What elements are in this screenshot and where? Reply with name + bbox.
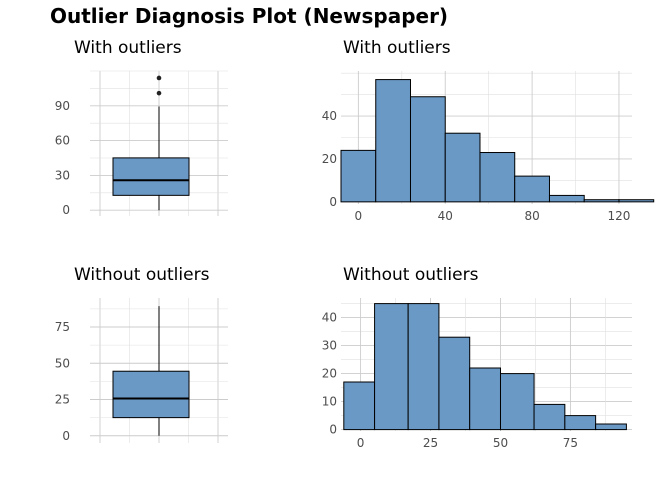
figure-title: Outlier Diagnosis Plot (Newspaper) bbox=[50, 4, 448, 28]
x-tick-label: 50 bbox=[493, 436, 508, 450]
outlier-point bbox=[156, 90, 162, 96]
panel-hist-without-outliers: Without outliers 0 10 20 30 40 0 25 50 75 bbox=[322, 265, 632, 450]
x-tick-label: 80 bbox=[524, 209, 539, 223]
panel-box-without-outliers: Without outliers 0 25 50 75 bbox=[55, 265, 228, 443]
y-tick-label: 0 bbox=[62, 429, 70, 443]
outlier-point bbox=[156, 75, 162, 81]
histogram-bar bbox=[374, 303, 409, 431]
histogram-bar bbox=[479, 152, 516, 203]
y-tick-label: 60 bbox=[55, 134, 70, 148]
histogram-bar bbox=[469, 367, 501, 431]
x-tick-label: 25 bbox=[423, 436, 438, 450]
panel-title-hist-without-outliers: Without outliers bbox=[343, 265, 479, 285]
histogram-bar bbox=[444, 132, 481, 203]
histogram-bar bbox=[407, 303, 440, 431]
x-tick-label: 0 bbox=[355, 209, 363, 223]
histogram-bar bbox=[595, 423, 627, 431]
histogram-bar bbox=[618, 199, 655, 203]
y-tick-label: 0 bbox=[329, 195, 337, 209]
x-tick-label: 40 bbox=[438, 209, 453, 223]
y-tick-label: 20 bbox=[322, 152, 337, 166]
histogram-bar bbox=[564, 415, 597, 431]
box-iqr bbox=[112, 370, 190, 419]
y-tick-label: 30 bbox=[322, 339, 337, 353]
x-tick-label: 0 bbox=[357, 436, 365, 450]
histogram-bar bbox=[343, 381, 376, 431]
histogram-bar bbox=[548, 194, 585, 203]
y-tick-label: 30 bbox=[55, 168, 70, 182]
histogram-bar bbox=[533, 403, 566, 431]
y-tick-label: 10 bbox=[322, 395, 337, 409]
y-tick-label: 0 bbox=[62, 203, 70, 217]
box-iqr bbox=[112, 157, 190, 196]
y-tick-label: 90 bbox=[55, 99, 70, 113]
y-tick-label: 40 bbox=[322, 109, 337, 123]
y-tick-label: 75 bbox=[55, 320, 70, 334]
panel-box-with-outliers: With outliers 0 30 60 90 bbox=[55, 38, 228, 217]
y-tick-label: 40 bbox=[322, 311, 337, 325]
panel-title-box-without-outliers: Without outliers bbox=[74, 265, 210, 285]
histogram-bar bbox=[514, 175, 550, 203]
y-tick-label: 0 bbox=[329, 423, 337, 437]
histogram-bar bbox=[409, 96, 446, 203]
histogram-bar bbox=[499, 373, 535, 431]
panel-title-box-with-outliers: With outliers bbox=[74, 38, 182, 58]
y-tick-label: 20 bbox=[322, 367, 337, 381]
panel-hist-with-outliers: With outliers 0 20 40 0 40 80 120 bbox=[322, 38, 655, 223]
y-tick-label: 50 bbox=[55, 356, 70, 370]
y-tick-label: 25 bbox=[55, 393, 70, 407]
histogram-bar bbox=[583, 199, 620, 203]
histogram-bar bbox=[340, 149, 377, 203]
x-tick-label: 75 bbox=[563, 436, 578, 450]
histogram-bar bbox=[375, 79, 411, 203]
panel-title-hist-with-outliers: With outliers bbox=[343, 38, 451, 58]
histogram-bar bbox=[438, 336, 471, 431]
x-tick-label: 120 bbox=[608, 209, 631, 223]
